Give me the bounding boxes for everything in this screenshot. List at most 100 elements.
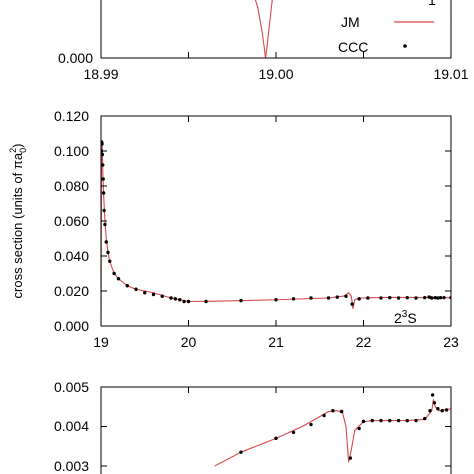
data-point-ccc [427,295,431,299]
data-point-ccc [388,418,392,423]
data-point-ccc [160,294,164,298]
plot-frame-bottom [100,386,452,474]
plot-frame-top [100,0,452,59]
y-tick-label: 0.120 [54,108,89,124]
data-point-ccc [379,418,383,423]
data-point-ccc [366,296,370,300]
y-axis-title-main: cross section (units of πa [10,152,25,298]
annotation-label: 1 [428,0,436,8]
plot-area-bottom [214,393,451,467]
data-point-ccc [143,291,147,295]
data-point-ccc [357,297,361,301]
data-point-ccc [440,409,444,413]
plot-area-middle [101,139,451,326]
data-point-ccc [432,401,437,405]
data-point-ccc [102,208,106,213]
data-point-ccc [103,222,107,227]
y-tick-label: 0.060 [54,213,89,229]
data-point-ccc [396,418,401,423]
state-annotation-sup: 3 [402,309,408,320]
legend: 1 JM CCC [338,0,436,55]
data-point-ccc [423,416,427,421]
data-point-ccc [125,284,129,288]
data-point-ccc [116,277,121,281]
data-point-ccc [348,456,353,460]
data-point-ccc [239,450,243,454]
data-point-ccc [178,298,182,302]
x-tick-label: 19.00 [258,66,293,82]
data-point-ccc [274,298,278,302]
data-point-ccc [436,407,440,411]
panel-top: 18.99 19.00 19.01 0.000 1 JM CCC [58,0,469,82]
x-tick-label: 18.99 [83,66,118,82]
data-point-ccc [101,163,105,167]
data-point-ccc [309,296,313,300]
series-line-jm [254,0,273,58]
ticks-bottom [100,386,452,467]
data-point-ccc [173,297,178,301]
state-annotation-post: S [407,310,416,326]
series-layer-middle [101,139,451,326]
data-point-ccc [108,259,112,263]
panel-middle: 0.120 0.100 0.080 0.060 0.040 0.020 0.00… [8,108,459,350]
x-tick-label: 19.01 [433,66,468,82]
data-point-ccc [169,296,173,300]
y-axis-title-sub: 0 [18,148,28,153]
data-point-ccc [112,271,116,276]
data-point-ccc [101,177,105,181]
y-tick-label: 0.000 [58,50,93,66]
data-point-ccc [388,295,392,300]
data-point-ccc [274,436,278,441]
data-point-ccc [423,295,427,300]
data-point-ccc [444,408,449,412]
x-tick-label: 19 [93,334,109,350]
data-point-ccc [331,409,335,413]
plot-area-top [254,0,273,58]
y-tick-label: 0.000 [54,318,89,334]
data-point-ccc [101,152,105,157]
data-point-ccc [291,297,296,301]
data-point-ccc [322,413,326,418]
data-point-ccc [182,299,186,304]
data-point-ccc [309,422,313,427]
y-axis-title: cross section (units of πa20) [8,144,28,299]
y-tick-label: 0.100 [54,143,89,159]
series-layer-top [254,0,273,58]
y-tick-label: 0.020 [54,283,89,299]
y-axis-title-sup: 2 [8,148,18,153]
x-tick-label: 21 [268,334,284,350]
y-axis-title-end: ) [10,144,25,148]
data-point-ccc [357,426,361,431]
data-point-ccc [396,296,401,300]
x-ticks-top [100,52,452,59]
ticks-middle [100,115,452,327]
series-layer-bottom [214,393,451,467]
data-point-ccc [106,250,110,255]
data-point-ccc [350,302,354,306]
data-point-ccc [414,418,418,423]
data-point-ccc [344,294,348,298]
data-point-ccc [436,296,440,300]
x-tick-label: 22 [356,334,372,350]
data-point-ccc [438,295,443,300]
y-tick-label: 0.080 [54,178,89,194]
data-point-ccc [335,295,339,299]
data-point-ccc [134,287,138,291]
state-annotation: 23S [394,309,417,326]
data-point-ccc [326,296,331,300]
legend-label-jm: JM [341,14,360,30]
y-tick-label: 0.040 [54,248,89,264]
data-point-ccc [239,298,243,303]
legend-swatch-ccc [403,44,407,48]
data-point-ccc [101,142,104,146]
legend-label-ccc: CCC [338,39,368,55]
data-point-ccc [339,409,344,414]
data-point-ccc [430,393,435,397]
data-point-ccc [361,419,366,424]
data-point-ccc [414,296,418,300]
x-tick-label: 20 [181,334,197,350]
data-point-ccc [186,299,191,304]
data-point-ccc [204,299,208,304]
data-point-ccc [405,295,409,300]
